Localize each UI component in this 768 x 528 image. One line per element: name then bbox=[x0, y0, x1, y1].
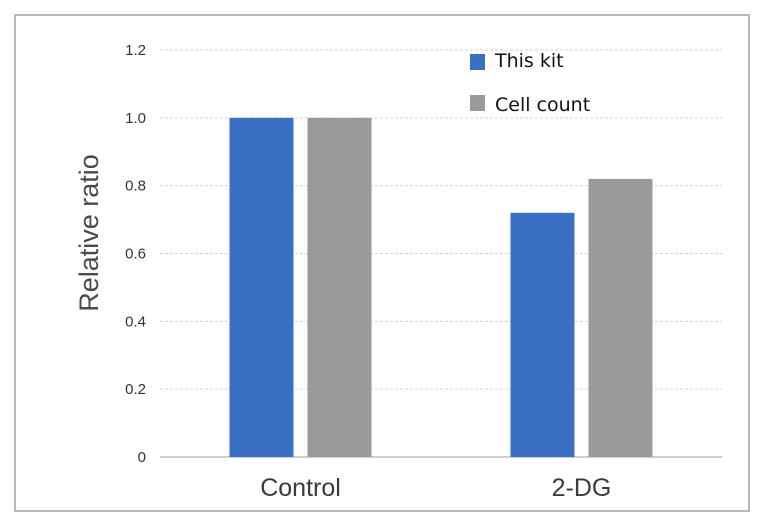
y-tick-labels: 0 0.2 0.4 0.6 0.8 1.0 1.2 bbox=[125, 42, 146, 466]
y-axis-title: Relative ratio bbox=[74, 154, 104, 312]
bar-this-kit-control bbox=[229, 117, 294, 457]
y-tick-label: 1.2 bbox=[125, 42, 146, 59]
category-labels: Control 2-DG bbox=[260, 474, 611, 502]
y-tick-label: 1.0 bbox=[125, 110, 146, 127]
y-tick-label: 0.4 bbox=[125, 313, 146, 330]
bars bbox=[229, 117, 653, 457]
legend-label-cell-count: Cell count bbox=[495, 94, 590, 116]
y-tick-label: 0 bbox=[138, 449, 146, 466]
y-tick-label: 0.2 bbox=[125, 381, 146, 398]
legend: This kit Cell count bbox=[470, 50, 590, 116]
y-tick-label: 0.8 bbox=[125, 178, 146, 195]
x-category-label: 2-DG bbox=[552, 474, 612, 502]
bar-cell-count-control bbox=[307, 117, 372, 457]
y-tick-label: 0.6 bbox=[125, 246, 146, 263]
bar-this-kit-2-dg bbox=[510, 212, 575, 457]
legend-label-this-kit: This kit bbox=[494, 50, 564, 72]
legend-swatch-this-kit bbox=[470, 54, 485, 70]
x-category-label: Control bbox=[260, 474, 341, 502]
bar-cell-count-2-dg bbox=[588, 178, 653, 457]
legend-swatch-cell-count bbox=[470, 95, 485, 111]
